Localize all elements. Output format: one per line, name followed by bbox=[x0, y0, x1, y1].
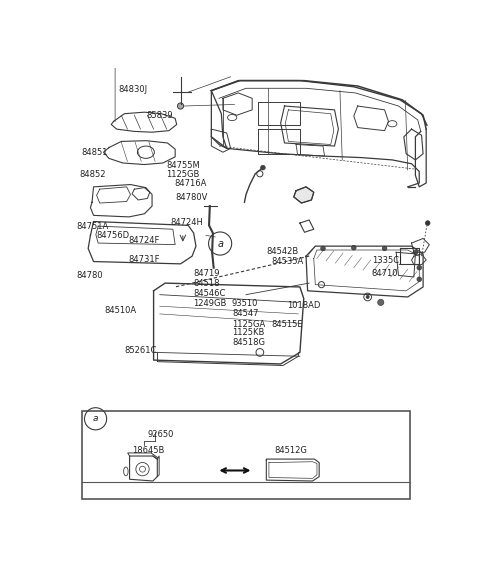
Text: 84547: 84547 bbox=[232, 309, 258, 318]
Text: 84852: 84852 bbox=[79, 170, 106, 179]
Text: 84510A: 84510A bbox=[105, 306, 137, 315]
Circle shape bbox=[417, 265, 421, 270]
Text: 84716A: 84716A bbox=[174, 179, 206, 188]
Text: 85261C: 85261C bbox=[124, 346, 156, 355]
Text: 84710: 84710 bbox=[372, 269, 398, 278]
Text: 18645B: 18645B bbox=[132, 446, 164, 455]
Text: 84756D: 84756D bbox=[96, 231, 130, 240]
Text: 84518: 84518 bbox=[193, 279, 220, 288]
Text: a: a bbox=[217, 238, 223, 249]
Text: 84542B: 84542B bbox=[266, 247, 299, 256]
Circle shape bbox=[417, 277, 421, 282]
Text: 84724F: 84724F bbox=[129, 236, 160, 245]
Text: 84751A: 84751A bbox=[77, 221, 109, 230]
Text: 84780: 84780 bbox=[77, 271, 103, 279]
Text: 84512G: 84512G bbox=[274, 446, 307, 455]
Text: 84830J: 84830J bbox=[119, 85, 148, 94]
Polygon shape bbox=[294, 187, 314, 203]
Text: 84719: 84719 bbox=[193, 269, 220, 278]
Circle shape bbox=[382, 246, 387, 251]
Text: 1125GB: 1125GB bbox=[167, 170, 200, 179]
Text: a: a bbox=[93, 414, 98, 423]
Text: 1125GA: 1125GA bbox=[232, 320, 265, 329]
Bar bbox=[82, 411, 410, 498]
Circle shape bbox=[413, 250, 418, 254]
Text: 84731F: 84731F bbox=[129, 255, 160, 264]
Text: 84518G: 84518G bbox=[232, 338, 265, 347]
Text: 84851: 84851 bbox=[82, 148, 108, 157]
Text: 84535A: 84535A bbox=[271, 257, 303, 266]
Circle shape bbox=[425, 221, 430, 225]
Text: 84755M: 84755M bbox=[167, 161, 200, 170]
Text: 84724H: 84724H bbox=[170, 218, 203, 227]
Circle shape bbox=[321, 246, 325, 251]
Text: 1018AD: 1018AD bbox=[287, 301, 320, 310]
Text: 1125KB: 1125KB bbox=[232, 328, 264, 337]
Text: 1335CJ: 1335CJ bbox=[372, 255, 401, 265]
Text: 1249GB: 1249GB bbox=[193, 299, 227, 308]
Circle shape bbox=[351, 245, 356, 250]
Text: 84546C: 84546C bbox=[193, 289, 226, 298]
Text: 85839: 85839 bbox=[146, 110, 173, 119]
Circle shape bbox=[261, 166, 265, 170]
Circle shape bbox=[366, 295, 369, 299]
Text: 84780V: 84780V bbox=[176, 192, 208, 201]
Circle shape bbox=[178, 103, 184, 109]
Circle shape bbox=[378, 299, 384, 306]
Circle shape bbox=[435, 293, 443, 301]
Text: 92650: 92650 bbox=[148, 431, 174, 439]
Text: 93510: 93510 bbox=[232, 299, 258, 308]
Text: 84515E: 84515E bbox=[272, 320, 303, 329]
